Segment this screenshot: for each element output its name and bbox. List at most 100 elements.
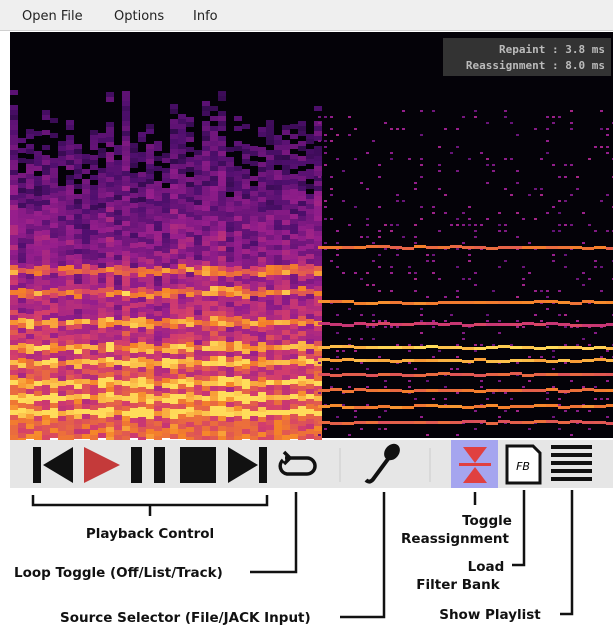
- spectrogram-cell: [162, 258, 170, 263]
- spectrogram-cell: [90, 260, 98, 265]
- spectrogram-cell: [210, 351, 218, 356]
- spectrogram-cell: [282, 265, 290, 270]
- spectrogram-cell: [336, 134, 339, 136]
- spectrogram-cell: [314, 401, 322, 406]
- menu-item[interactable]: Options: [114, 9, 164, 24]
- spectrogram-cell: [154, 401, 162, 406]
- spectrogram-cell: [522, 266, 525, 268]
- spectrogram-cell: [606, 347, 613, 350]
- spectrogram-cell: [146, 229, 154, 234]
- playlist-button[interactable]: [551, 445, 592, 481]
- spectrogram-cell: [186, 252, 194, 257]
- spectrogram-cell: [122, 191, 130, 196]
- spectrogram-cell: [58, 186, 66, 191]
- spectrogram-cell: [462, 389, 474, 392]
- prev-button[interactable]: [33, 447, 73, 483]
- spectrogram-cell: [170, 329, 178, 334]
- next-button[interactable]: [228, 447, 267, 483]
- spectrogram-cell: [154, 296, 162, 301]
- spectrogram-cell: [42, 345, 50, 350]
- spectrogram-cell: [210, 301, 218, 306]
- spectrogram-cell: [274, 280, 282, 285]
- loop-button[interactable]: [278, 450, 317, 476]
- spectrogram-cell: [314, 196, 322, 201]
- pause-button[interactable]: [131, 447, 165, 483]
- spectrogram-cell: [414, 368, 417, 370]
- spectrogram-cell: [50, 118, 58, 123]
- spectrogram-cell: [122, 196, 130, 201]
- spectrogram-cell: [202, 191, 210, 196]
- spectrogram-cell: [42, 115, 50, 120]
- spectrogram-cell: [378, 164, 381, 166]
- reassign-button[interactable]: [451, 440, 498, 488]
- spectrogram-cell: [18, 383, 26, 388]
- spectrogram-cell: [266, 125, 274, 130]
- spectrogram-cell: [154, 436, 162, 441]
- filterbank-button[interactable]: FB: [505, 444, 542, 485]
- spectrogram-cell: [50, 383, 58, 388]
- spectrogram-cell: [258, 392, 266, 397]
- spectrogram-cell: [202, 196, 210, 201]
- spectrogram-cell: [218, 391, 226, 396]
- spectrogram-cell: [98, 268, 106, 273]
- spectrogram-cell: [98, 243, 106, 248]
- spectrogram-cell: [18, 413, 26, 418]
- spectrogram-cell: [10, 200, 18, 205]
- spectrogram-cell: [234, 416, 242, 421]
- spectrogram-cell: [10, 210, 18, 215]
- spectrogram-cell: [178, 434, 186, 439]
- spectrogram-cell: [564, 314, 567, 316]
- spectrogram-cell: [114, 215, 122, 220]
- spectrogram-cell: [202, 356, 210, 361]
- spectrogram-cell: [186, 372, 194, 377]
- spectrogram-cell: [34, 276, 42, 281]
- spectrogram-cell: [234, 126, 242, 131]
- spectrogram-cell: [194, 175, 202, 180]
- source-button[interactable]: [364, 441, 403, 484]
- spectrogram-cell: [90, 345, 98, 350]
- play-button[interactable]: [84, 447, 120, 483]
- spectrogram-cell: [378, 245, 390, 248]
- spectrogram-cell: [498, 416, 501, 418]
- spectrogram-cell: [58, 211, 66, 216]
- spectrogram-cell: [558, 246, 570, 249]
- spectrogram-cell: [282, 160, 290, 165]
- spectrogram-cell: [218, 276, 226, 281]
- menu-item[interactable]: Info: [193, 9, 218, 24]
- spectrogram-cell: [122, 156, 130, 161]
- spectrogram-cell: [66, 295, 74, 300]
- spectrogram-cell: [250, 381, 258, 386]
- spectrogram-cell: [90, 235, 98, 240]
- spectrogram-cell: [194, 340, 202, 345]
- spectrogram-cell: [298, 251, 306, 256]
- spectrogram-cell: [274, 185, 282, 190]
- spectrogram-cell: [162, 338, 170, 343]
- spectrogram-cell: [90, 210, 98, 215]
- spectrogram-cell: [218, 326, 226, 331]
- spectrogram-cell: [242, 404, 250, 409]
- spectrogram-cell: [194, 320, 202, 325]
- spectrogram-cell: [258, 242, 266, 247]
- spectrogram-cell: [154, 251, 162, 256]
- spectrogram-cell: [282, 390, 290, 395]
- spectrogram-cell: [468, 278, 471, 280]
- spectrogram-cell: [34, 366, 42, 371]
- spectrogram-cell: [234, 116, 242, 121]
- spectrogram-cell: [298, 231, 306, 236]
- spectrogram-cell: [450, 346, 462, 349]
- spectrogram-cell: [98, 333, 106, 338]
- spectrogram-cell: [492, 290, 495, 292]
- spectrogram-cell: [298, 236, 306, 241]
- spectrogram-cell: [18, 398, 26, 403]
- spectrogram-cell: [34, 156, 42, 161]
- menu-item[interactable]: Open File: [22, 9, 83, 24]
- stop-button[interactable]: [180, 447, 216, 483]
- spectrogram-cell: [298, 311, 306, 316]
- spectrogram-cell: [438, 323, 450, 326]
- spectrogram-cell: [226, 242, 234, 247]
- spectrogram-cell: [242, 394, 250, 399]
- spectrogram-cell: [210, 396, 218, 401]
- spectrogram-cell: [170, 269, 178, 274]
- spectrogram-cell: [186, 177, 194, 182]
- spectrogram-cell: [462, 338, 465, 340]
